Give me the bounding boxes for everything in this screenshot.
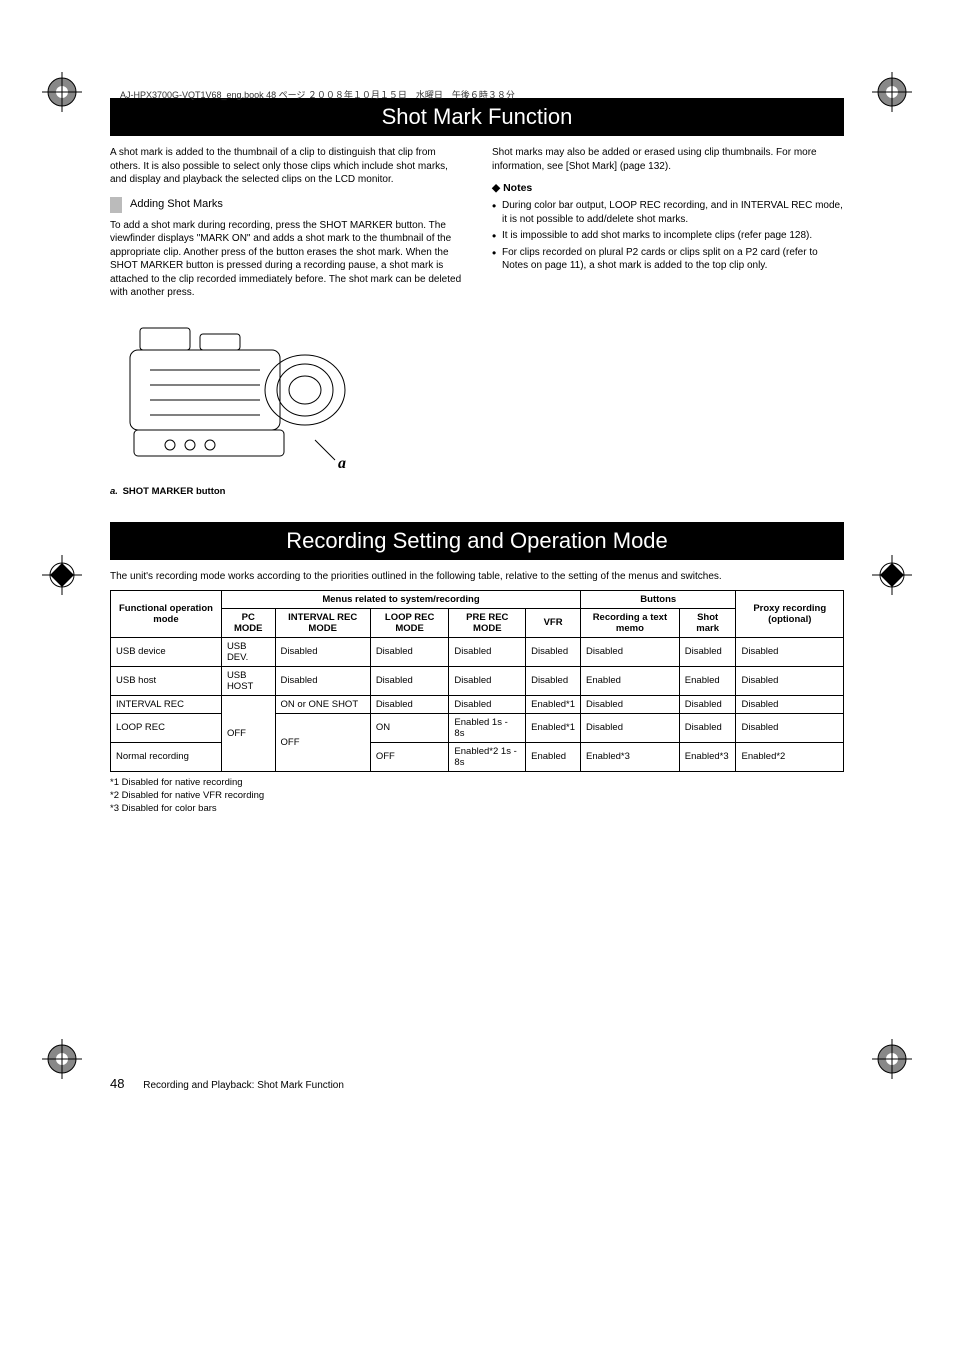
cell: Enabled bbox=[526, 742, 581, 771]
note-item: For clips recorded on plural P2 cards or… bbox=[492, 246, 844, 273]
cell: OFF bbox=[221, 695, 275, 771]
section2-intro: The unit's recording mode works accordin… bbox=[110, 570, 844, 584]
operation-mode-table: Functional operation mode Menus related … bbox=[110, 590, 844, 772]
subhead-bar-icon bbox=[110, 197, 122, 213]
note-item: It is impossible to add shot marks to in… bbox=[492, 229, 844, 243]
caption-text: SHOT MARKER button bbox=[123, 486, 226, 497]
cell: Disabled bbox=[275, 637, 370, 666]
th-pre: PRE REC MODE bbox=[449, 608, 526, 637]
cell: Disabled bbox=[736, 666, 844, 695]
cell: Disabled bbox=[581, 713, 680, 742]
th-pc: PC MODE bbox=[221, 608, 275, 637]
th-loop: LOOP REC MODE bbox=[370, 608, 449, 637]
crop-mark-br bbox=[872, 1039, 912, 1079]
footnotes: *1 Disabled for native recording *2 Disa… bbox=[110, 776, 844, 816]
print-header: AJ-HPX3700G-VQT1V68_eng.book 48 ページ ２００８… bbox=[120, 88, 515, 101]
th-menus-group: Menus related to system/recording bbox=[221, 590, 580, 608]
intro-text: A shot mark is added to the thumbnail of… bbox=[110, 146, 462, 187]
caption: a. SHOT MARKER button bbox=[110, 486, 462, 499]
crop-mark-ml bbox=[42, 555, 82, 595]
cell: Disabled bbox=[736, 637, 844, 666]
th-vfr: VFR bbox=[526, 608, 581, 637]
cell: OFF bbox=[370, 742, 449, 771]
notes-list: During color bar output, LOOP REC record… bbox=[492, 199, 844, 273]
subhead-label: Adding Shot Marks bbox=[130, 197, 223, 212]
cell: Normal recording bbox=[111, 742, 222, 771]
cell: Disabled bbox=[581, 637, 680, 666]
cell: Disabled bbox=[526, 666, 581, 695]
note-item: During color bar output, LOOP REC record… bbox=[492, 199, 844, 226]
page-footer: 48 Recording and Playback: Shot Mark Fun… bbox=[110, 1076, 844, 1091]
callout-letter: a bbox=[338, 455, 346, 472]
cell: ON bbox=[370, 713, 449, 742]
cell: USB DEV. bbox=[221, 637, 275, 666]
cell: Enabled bbox=[581, 666, 680, 695]
section-title-shot-mark: Shot Mark Function bbox=[110, 98, 844, 136]
body-text: To add a shot mark during recording, pre… bbox=[110, 219, 462, 300]
cell: ON or ONE SHOT bbox=[275, 695, 370, 713]
cell: Disabled bbox=[449, 637, 526, 666]
table-row: INTERVAL REC OFF ON or ONE SHOT Disabled… bbox=[111, 695, 844, 713]
table-row: USB device USB DEV. Disabled Disabled Di… bbox=[111, 637, 844, 666]
cell: Disabled bbox=[679, 695, 736, 713]
table-row: Normal recording OFF Enabled*2 1s - 8s E… bbox=[111, 742, 844, 771]
table-row: LOOP REC OFF ON Enabled 1s - 8s Enabled*… bbox=[111, 713, 844, 742]
cell: Disabled bbox=[526, 637, 581, 666]
right-intro: Shot marks may also be added or erased u… bbox=[492, 146, 844, 173]
cell: Disabled bbox=[370, 695, 449, 713]
left-column: A shot mark is added to the thumbnail of… bbox=[110, 146, 462, 504]
cell: Enabled*3 bbox=[679, 742, 736, 771]
cell: Disabled bbox=[370, 637, 449, 666]
right-column: Shot marks may also be added or erased u… bbox=[492, 146, 844, 504]
th-interval: INTERVAL REC MODE bbox=[275, 608, 370, 637]
footer-text: Recording and Playback: Shot Mark Functi… bbox=[143, 1080, 344, 1091]
th-proxy: Proxy recording (optional) bbox=[736, 590, 844, 637]
cell: Disabled bbox=[581, 695, 680, 713]
section-title-recording: Recording Setting and Operation Mode bbox=[110, 522, 844, 560]
th-memo: Recording a text memo bbox=[581, 608, 680, 637]
cell: Enabled bbox=[679, 666, 736, 695]
th-functional: Functional operation mode bbox=[111, 590, 222, 637]
cell: Disabled bbox=[449, 666, 526, 695]
cell: Enabled*1 bbox=[526, 713, 581, 742]
cell: Enabled*3 bbox=[581, 742, 680, 771]
camera-illustration: a bbox=[110, 310, 370, 480]
notes-heading: Notes bbox=[492, 181, 844, 195]
cell: Enabled 1s - 8s bbox=[449, 713, 526, 742]
cell: Disabled bbox=[370, 666, 449, 695]
crop-mark-bl bbox=[42, 1039, 82, 1079]
cell: USB device bbox=[111, 637, 222, 666]
cell: USB HOST bbox=[221, 666, 275, 695]
th-buttons-group: Buttons bbox=[581, 590, 736, 608]
cell: OFF bbox=[275, 713, 370, 771]
subhead-adding: Adding Shot Marks bbox=[110, 197, 462, 213]
crop-mark-tl bbox=[42, 72, 82, 112]
footnote: *2 Disabled for native VFR recording bbox=[110, 789, 844, 802]
cell: Disabled bbox=[736, 713, 844, 742]
cell: USB host bbox=[111, 666, 222, 695]
cell: Disabled bbox=[736, 695, 844, 713]
cell: INTERVAL REC bbox=[111, 695, 222, 713]
cell: Enabled*1 bbox=[526, 695, 581, 713]
cell: Disabled bbox=[275, 666, 370, 695]
cell: Enabled*2 1s - 8s bbox=[449, 742, 526, 771]
crop-mark-tr bbox=[872, 72, 912, 112]
cell: Disabled bbox=[679, 637, 736, 666]
cell: Enabled*2 bbox=[736, 742, 844, 771]
footnote: *3 Disabled for color bars bbox=[110, 802, 844, 815]
th-shot: Shot mark bbox=[679, 608, 736, 637]
caption-label: a. bbox=[110, 486, 118, 497]
cell: LOOP REC bbox=[111, 713, 222, 742]
cell: Disabled bbox=[679, 713, 736, 742]
cell: Disabled bbox=[449, 695, 526, 713]
crop-mark-mr bbox=[872, 555, 912, 595]
table-row: USB host USB HOST Disabled Disabled Disa… bbox=[111, 666, 844, 695]
page-number: 48 bbox=[110, 1076, 124, 1091]
footnote: *1 Disabled for native recording bbox=[110, 776, 844, 789]
